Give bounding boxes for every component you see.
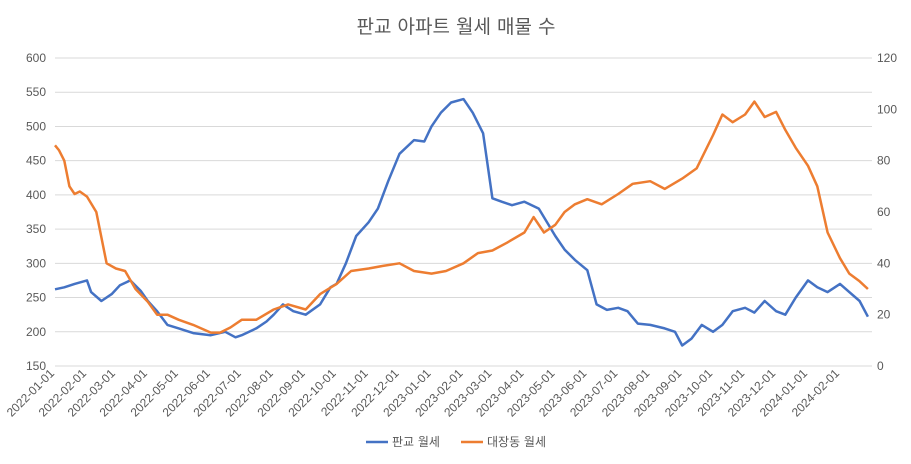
left-axis-tick-label: 550 (26, 85, 46, 99)
chart-title: 판교 아파트 월세 매물 수 (357, 16, 556, 38)
left-axis-tick-label: 250 (26, 291, 46, 305)
series-lines (54, 97, 870, 347)
left-axis-tick-label: 150 (26, 359, 46, 373)
right-axis-tick-label: 80 (877, 154, 891, 168)
left-axis-tick-label: 500 (26, 119, 46, 133)
left-axis-tick-label: 200 (26, 325, 46, 339)
legend-label: 판교 월세 (392, 435, 440, 449)
left-axis-tick-label: 450 (26, 154, 46, 168)
legend-label: 대장동 월세 (487, 435, 546, 449)
left-axis-tick-labels: 150 200 250 300 350 400 450 500 550 600 (26, 51, 46, 373)
right-axis-tick-label: 100 (877, 102, 897, 116)
right-axis-tick-label: 120 (877, 51, 897, 65)
left-axis-tick-label: 600 (26, 51, 46, 65)
series-line-2 (54, 100, 869, 334)
right-axis-tick-label: 0 (877, 359, 884, 373)
series-line-1 (54, 97, 870, 347)
left-axis-tick-label: 400 (26, 188, 46, 202)
right-axis-tick-label: 60 (877, 205, 891, 219)
left-axis-tick-label: 300 (26, 256, 46, 270)
right-axis-tick-labels: 0 20 40 60 80 100 120 (877, 51, 897, 373)
right-axis-tick-label: 40 (877, 256, 891, 270)
x-axis-tick-labels: 2022-01-012022-02-012022-03-012022-04-01… (4, 366, 843, 420)
right-axis-tick-label: 20 (877, 308, 891, 322)
left-axis-tick-label: 350 (26, 222, 46, 236)
legend: 판교 월세 대장동 월세 (366, 435, 546, 449)
